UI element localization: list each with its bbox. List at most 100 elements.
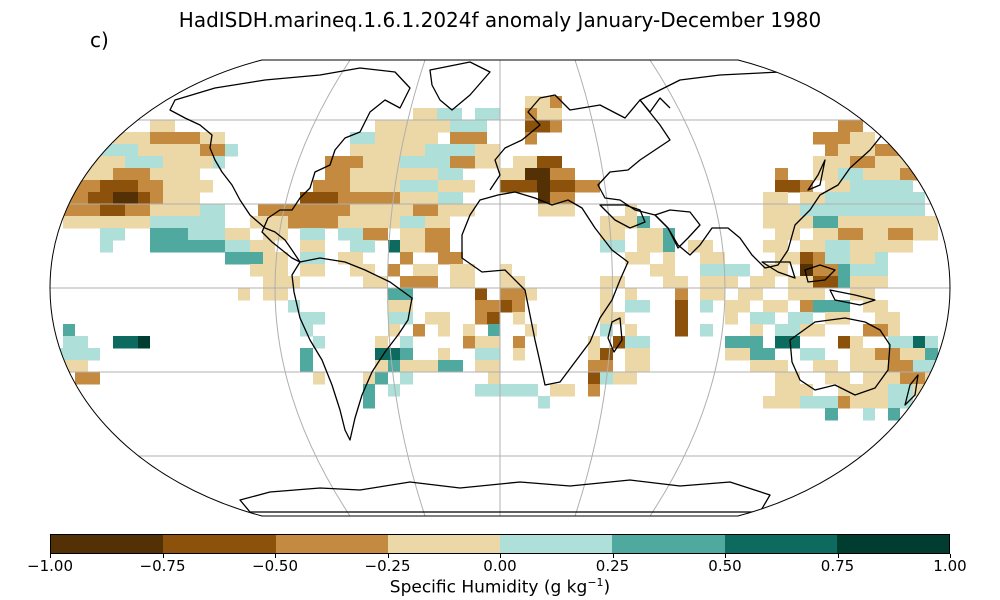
- anomaly-cell: [400, 180, 438, 193]
- anomaly-cell: [838, 384, 863, 397]
- anomaly-cell: [838, 336, 850, 349]
- anomaly-cell: [138, 144, 200, 157]
- world-map: [49, 59, 951, 517]
- anomaly-cell: [675, 312, 688, 325]
- anomaly-cell: [475, 360, 500, 373]
- colorbar-segment: [724, 535, 837, 553]
- anomaly-cell: [375, 336, 388, 349]
- anomaly-cell: [63, 324, 75, 337]
- anomaly-cell: [525, 324, 537, 337]
- coastline: [607, 317, 623, 353]
- anomaly-cell: [675, 300, 688, 313]
- anomaly-cell: [637, 240, 663, 253]
- anomaly-cell: [363, 384, 375, 397]
- colorbar-tick-mark: [162, 554, 164, 558]
- anomaly-cell: [388, 288, 413, 301]
- anomaly-cell: [575, 180, 600, 193]
- anomaly-cell: [350, 180, 400, 193]
- anomaly-cell: [375, 120, 450, 133]
- anomaly-cell: [500, 288, 525, 301]
- anomaly-cell: [363, 396, 375, 409]
- anomaly-cell: [200, 240, 225, 253]
- anomaly-cell: [350, 204, 413, 217]
- anomaly-cell: [750, 276, 775, 289]
- anomaly-cell: [513, 312, 525, 325]
- anomaly-cell: [487, 312, 500, 325]
- anomaly-cell: [113, 336, 138, 349]
- anomaly-cell: [838, 204, 925, 217]
- anomaly-cell: [512, 300, 525, 313]
- anomaly-cell: [450, 132, 487, 145]
- anomaly-cell: [150, 132, 200, 145]
- anomaly-cell: [813, 276, 838, 289]
- anomaly-cell: [263, 276, 300, 289]
- anomaly-cell: [825, 408, 838, 421]
- colorbar-tick-label: −0.25: [364, 557, 411, 575]
- anomaly-cell: [800, 264, 813, 277]
- colorbar-segment: [500, 535, 613, 553]
- panel-label: c): [90, 28, 109, 52]
- anomaly-cell: [850, 240, 913, 253]
- anomaly-cell: [400, 228, 425, 241]
- anomaly-cell: [63, 192, 88, 205]
- anomaly-cell: [125, 156, 163, 169]
- anomaly-cell: [775, 180, 800, 193]
- anomaly-cell: [388, 384, 400, 397]
- anomaly-cell: [475, 156, 500, 169]
- map-title: HadISDH.marineq.1.6.1.2024f anomaly Janu…: [178, 8, 822, 32]
- anomaly-cell: [763, 192, 788, 205]
- anomaly-cell: [725, 312, 738, 325]
- anomaly-cell: [838, 276, 850, 289]
- anomaly-cell: [350, 132, 375, 145]
- anomaly-cell: [863, 384, 888, 397]
- anomaly-cell: [150, 240, 200, 253]
- anomaly-cell: [138, 192, 150, 205]
- anomaly-cell: [550, 120, 562, 133]
- anomaly-cell: [350, 240, 375, 253]
- anomaly-cell: [388, 324, 400, 337]
- anomaly-cell: [400, 252, 413, 265]
- anomaly-cell: [475, 384, 538, 397]
- anomaly-cell: [888, 408, 900, 421]
- anomaly-cell: [225, 144, 238, 157]
- anomaly-cell: [488, 324, 500, 337]
- anomaly-cell: [613, 336, 625, 349]
- anomaly-cell: [863, 168, 900, 181]
- anomaly-cell: [200, 132, 225, 145]
- colorbar-tick-mark: [950, 554, 951, 558]
- anomaly-cell: [413, 108, 437, 121]
- anomaly-cell: [150, 228, 188, 241]
- anomaly-cell: [850, 264, 888, 277]
- anomaly-cell: [888, 336, 913, 349]
- anomaly-cell: [600, 348, 613, 361]
- anomaly-cell: [200, 204, 225, 217]
- anomaly-cell: [763, 240, 788, 253]
- colorbar-segment: [275, 535, 388, 553]
- colorbar-tick-label: −1.00: [27, 557, 73, 575]
- anomaly-cell: [388, 264, 400, 277]
- anomaly-cell: [450, 264, 475, 277]
- anomaly-cell: [525, 288, 537, 301]
- anomaly-cell: [838, 216, 938, 229]
- anomaly-cell: [350, 168, 388, 181]
- anomaly-cell: [775, 384, 813, 397]
- anomaly-cell: [925, 336, 938, 349]
- anomaly-cell: [500, 168, 525, 181]
- anomaly-cell: [150, 120, 175, 133]
- anomaly-cell: [525, 96, 550, 109]
- anomaly-cell: [813, 156, 850, 169]
- anomaly-cell: [750, 312, 775, 325]
- colorbar-segment: [163, 535, 276, 553]
- anomaly-cell: [663, 276, 688, 289]
- colorbar-tick-label: −0.75: [139, 557, 186, 575]
- anomaly-cell: [825, 372, 850, 385]
- colorbar-segment: [387, 535, 500, 553]
- anomaly-cell: [388, 300, 413, 313]
- anomaly-cell: [475, 312, 487, 325]
- anomaly-cell: [63, 216, 88, 229]
- colorbar-tick-label: 1.00: [933, 557, 967, 575]
- colorbar-label: Specific Humidity (g kg−1): [389, 576, 611, 598]
- anomaly-cell: [850, 252, 875, 265]
- anomaly-cell: [775, 336, 800, 349]
- anomaly-cell: [838, 396, 850, 409]
